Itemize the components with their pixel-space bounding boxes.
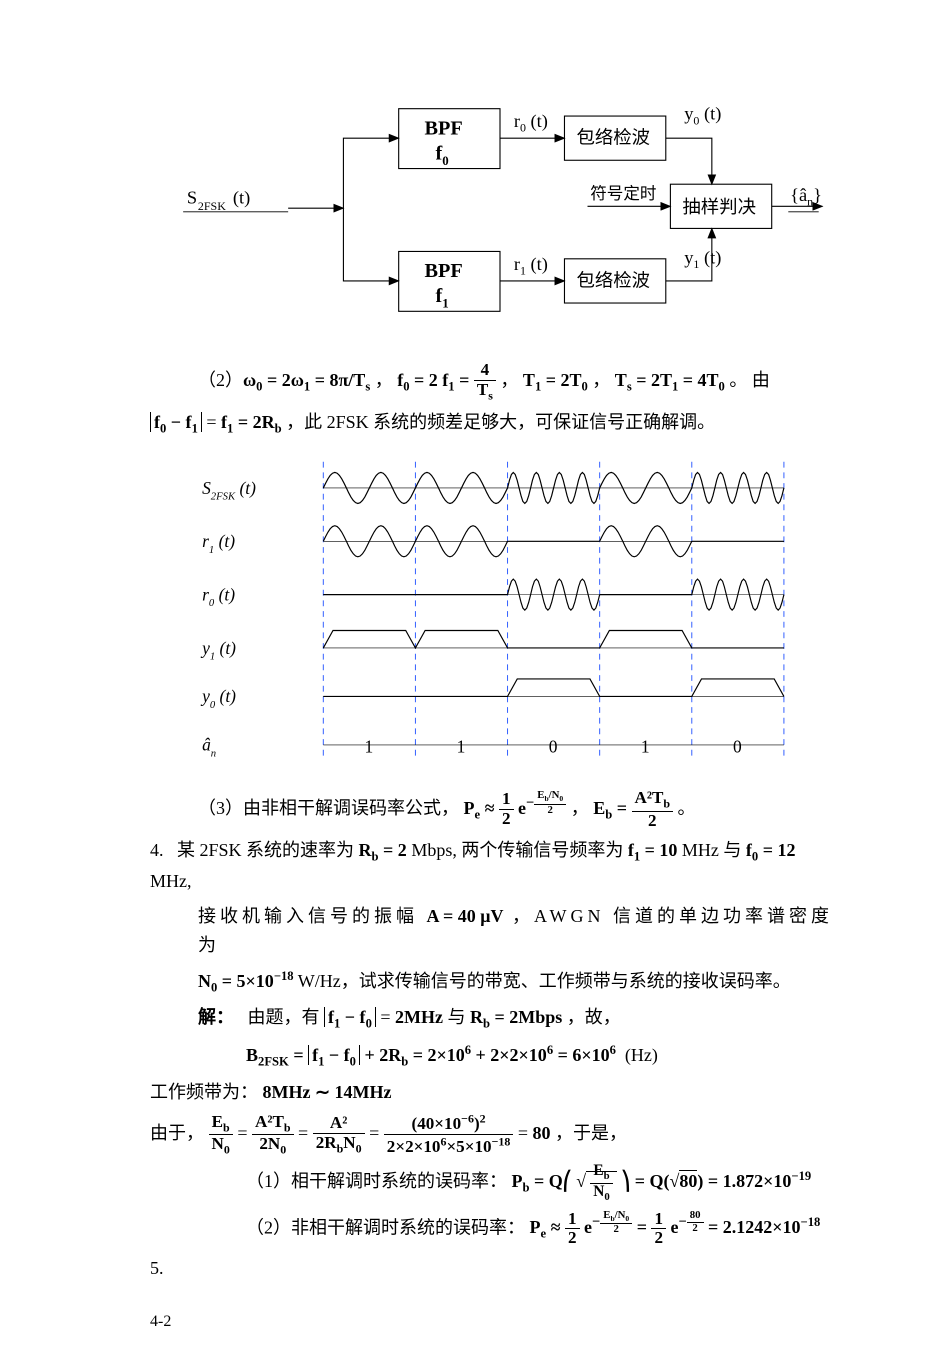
svg-text:1: 1 (364, 737, 373, 757)
page: S 2FSK (t) BPF f0 BPF f1 r0 (t) r1 (t) 包… (0, 0, 945, 1371)
q4-index: 4. (150, 840, 164, 860)
bpf0-sub: f0 (436, 142, 449, 168)
eq2-line2: f0 − f1 = f1 = 2Rb ，此 2FSK 系统的频差足够大，可保证信… (150, 408, 835, 439)
r0t-label: r0 (t) (514, 111, 548, 135)
svg-text:y0 (t): y0 (t) (200, 686, 236, 711)
bpf0-label: BPF (424, 117, 462, 139)
svg-text:1: 1 (456, 737, 465, 757)
q5-index: 5. (150, 1258, 164, 1278)
q5: 5. (150, 1254, 835, 1283)
r1t-label: r1 (t) (514, 254, 548, 278)
output-label: {ân} (790, 185, 822, 209)
input-label: S (187, 188, 197, 208)
q4-solve-label: 解： (198, 1007, 234, 1027)
q4-bw: B2FSK = f1 − f0 + 2Rb = 2×106 + 2×2×106 … (150, 1040, 835, 1072)
svg-text:r0 (t): r0 (t) (202, 585, 235, 610)
q4-noncoh: （2）非相干解调时系统的误码率： Pe ≈ 12 e−Eb/N02 = 12 e… (150, 1210, 835, 1249)
q4-solve: 解： 由题，有 f1 − f0 = 2MHz 与 Rb = 2Mbps ，故， (150, 1003, 835, 1034)
svg-text:0: 0 (548, 737, 557, 757)
q4-ebn0: 由于， EbN0 = A²Tb2N0 = A²2RbN0 = (40×10−6)… (150, 1113, 835, 1157)
sampler-label: 抽样判决 (682, 197, 756, 217)
eq3: （3）由非相干解调误码率公式， Pe ≈ 12 e−Eb/N02 ， Eb = … (150, 789, 835, 830)
q4-stem-l3: N0 = 5×10−18 W/Hz，试求传输信号的带宽、工作频带与系统的接收误码… (150, 966, 835, 998)
edge-env0-samp (666, 138, 712, 184)
q4-workband-label: 工作频带为： (150, 1082, 258, 1102)
edge-split-bpf0 (343, 138, 398, 208)
q4-workband: 工作频带为： 8MHz ∼ 14MHz (150, 1078, 835, 1107)
y1t-label: y1 (t) (684, 247, 721, 271)
block-diagram: S 2FSK (t) BPF f0 BPF f1 r0 (t) r1 (t) 包… (150, 80, 850, 340)
svg-text:1: 1 (640, 737, 649, 757)
clock-label: 符号定时 (590, 184, 656, 203)
y0t-label: y0 (t) (684, 104, 721, 128)
svg-text:0: 0 (733, 737, 742, 757)
svg-text:y1 (t): y1 (t) (200, 638, 236, 663)
edge-split-bpf1 (343, 208, 398, 281)
q4-stem-l2: 接收机输入信号的振幅 A = 40 μV ，AWGN 信道的单边功率谱密度为 (150, 902, 835, 960)
input-arg: (t) (233, 188, 250, 209)
waveform-diagram: S2FSK (t) r1 (t) r0 (t) y1 (t) y0 (t) ân 1 1 0 1… (173, 449, 813, 779)
q4-coh: （1）相干解调时系统的误码率： Pb = Q⁡⎛ √ EbN0 ⎞ = Q(√8… (150, 1163, 835, 1204)
env1-label: 包络检波 (576, 270, 650, 290)
page-footer: 4-2 (150, 1313, 835, 1331)
bpf1-sub: f1 (436, 285, 449, 311)
svg-text:r1 (t): r1 (t) (202, 531, 235, 556)
input-sub: 2FSK (198, 199, 226, 213)
bpf1-label: BPF (424, 260, 462, 282)
env0-label: 包络检波 (576, 128, 650, 148)
svg-text:S2FSK (t): S2FSK (t) (202, 478, 256, 503)
eq2-line1: （2）ω0 = 2ω1 = 8π/Ts ， f0 = 2 f1 = 4Ts ， … (150, 361, 835, 402)
q4-stem-l1: 4. 某 2FSK 系统的速率为 Rb = 2 Mbps, 两个传输信号频率为 … (150, 836, 835, 896)
svg-text:ân: ân (202, 735, 216, 760)
